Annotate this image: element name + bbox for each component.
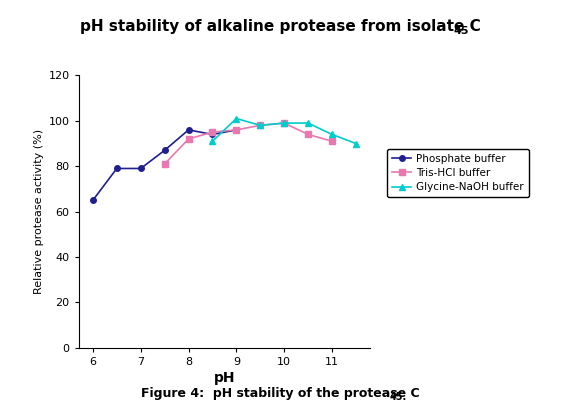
Legend: Phosphate buffer, Tris-HCl buffer, Glycine-NaOH buffer: Phosphate buffer, Tris-HCl buffer, Glyci… [387, 149, 529, 197]
Text: pH stability of alkaline protease from isolate C: pH stability of alkaline protease from i… [80, 19, 481, 34]
X-axis label: pH: pH [214, 371, 235, 385]
Text: 45: 45 [453, 26, 469, 36]
Y-axis label: Relative protease activity (%): Relative protease activity (%) [34, 129, 44, 294]
Text: 45.: 45. [390, 392, 407, 402]
Text: Figure 4:  pH stability of the protease C: Figure 4: pH stability of the protease C [141, 387, 420, 400]
